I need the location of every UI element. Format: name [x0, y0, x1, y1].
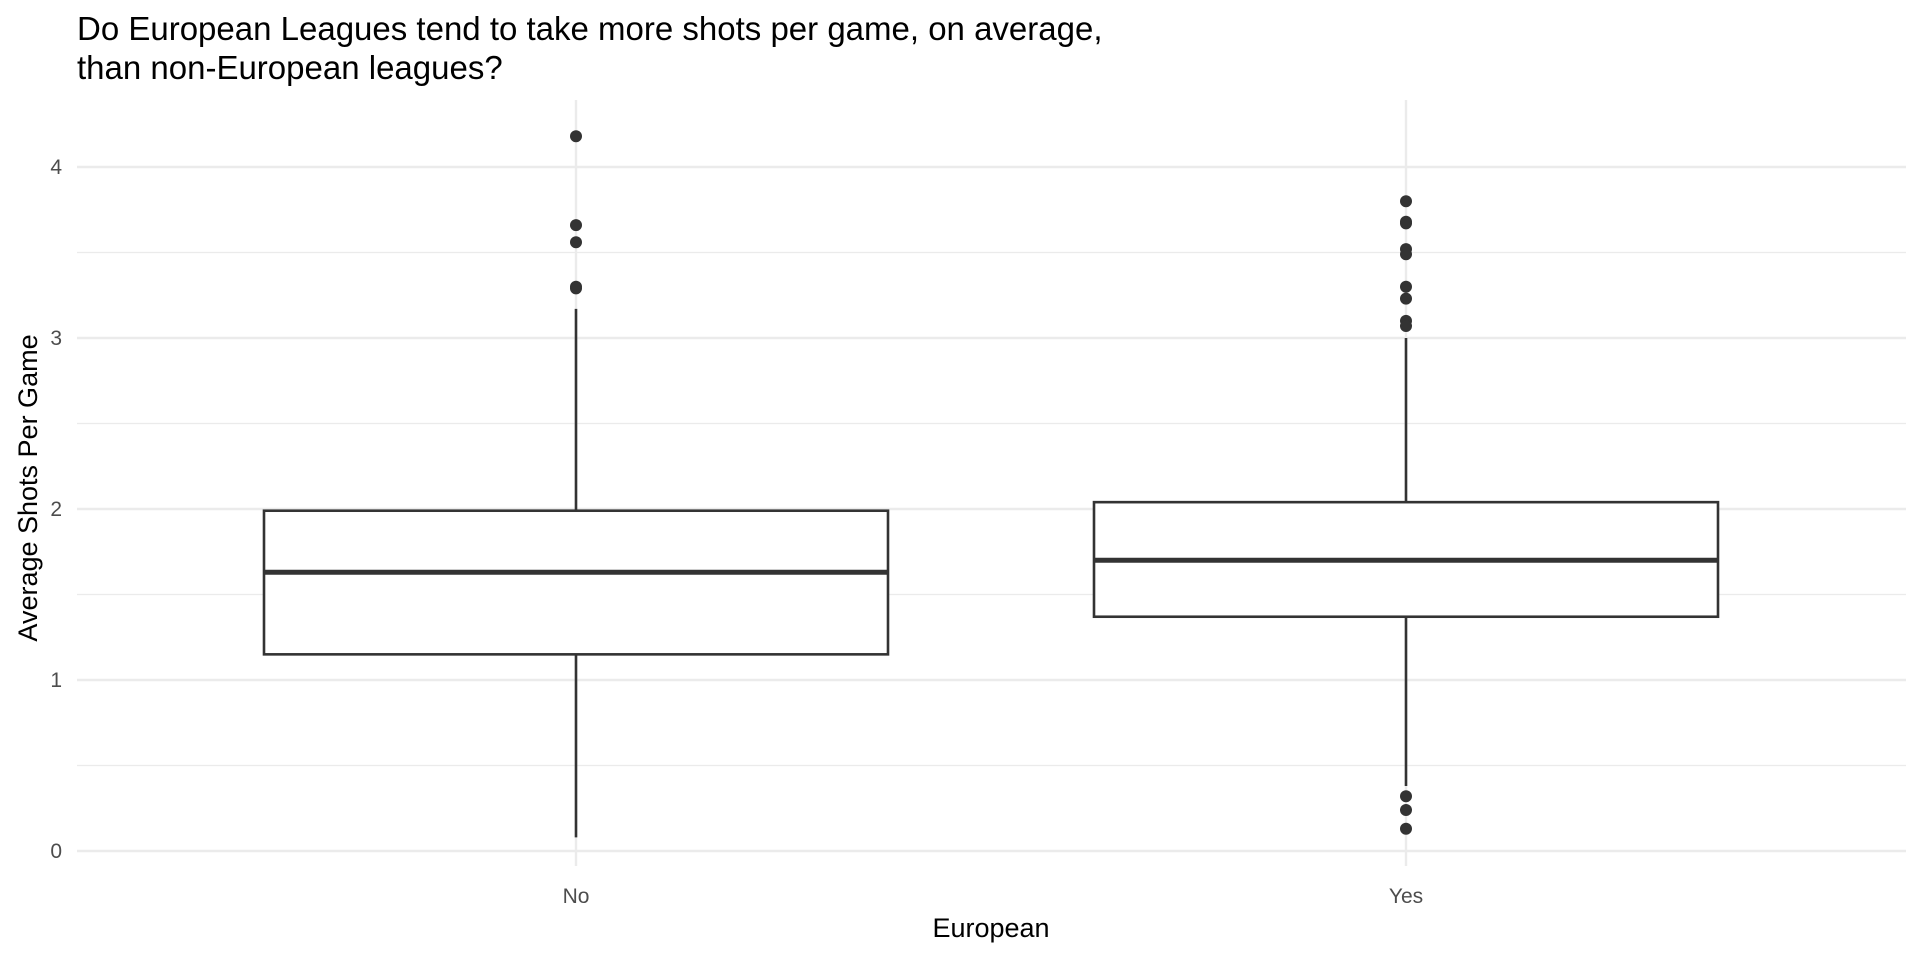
box-group-no — [262, 130, 890, 838]
outlier-point — [1400, 248, 1412, 261]
outlier-point — [1400, 195, 1412, 208]
y-tick-label: 2 — [50, 498, 62, 521]
chart-title-line-1: Do European Leagues tend to take more sh… — [77, 10, 1103, 47]
chart-title-line-2: than non-European leagues? — [77, 49, 503, 86]
y-tick-label: 4 — [50, 156, 62, 179]
gridlines — [77, 100, 1906, 866]
y-axis-title: Average Shots Per Game — [13, 334, 43, 641]
outlier-point — [1400, 790, 1412, 803]
x-tick-label: No — [563, 885, 590, 908]
y-tick-label: 1 — [50, 669, 62, 692]
outlier-point — [1400, 217, 1412, 230]
box-group-yes — [1092, 195, 1720, 835]
interquartile-box — [262, 509, 890, 656]
y-tick-label: 0 — [50, 840, 62, 863]
outlier-point — [1400, 320, 1412, 333]
outlier-point — [570, 219, 582, 232]
outlier-point — [570, 130, 582, 143]
outlier-point — [570, 236, 582, 249]
outlier-point — [1400, 280, 1412, 293]
outlier-point — [570, 282, 582, 295]
outlier-point — [1400, 292, 1412, 305]
tick-labels: 0 1 2 3 4 No Yes — [50, 156, 1423, 908]
x-axis-title: European — [932, 913, 1049, 943]
boxes — [262, 130, 1720, 838]
x-tick-label: Yes — [1389, 885, 1423, 908]
outlier-point — [1400, 822, 1412, 835]
y-tick-label: 3 — [50, 327, 62, 350]
outlier-point — [1400, 803, 1412, 816]
